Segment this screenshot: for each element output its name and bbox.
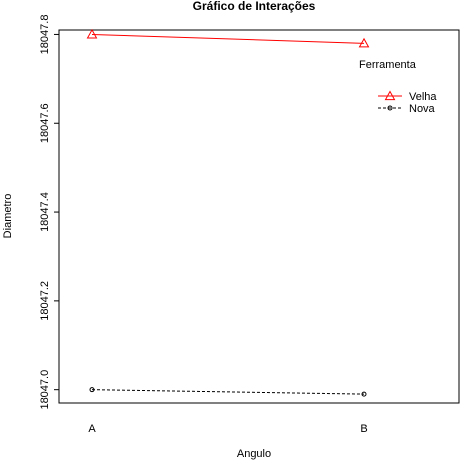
legend-marker: [384, 90, 396, 101]
legend-label: Velha: [409, 91, 437, 103]
data-point: [86, 28, 98, 39]
series-nova: [89, 387, 367, 397]
data-point: [358, 37, 370, 48]
series-layer: [86, 28, 370, 397]
y-tick-label: 18047.6: [39, 103, 51, 143]
plot-frame: [58, 29, 460, 404]
legend-title: Ferramenta: [359, 59, 417, 71]
y-axis: 18047.0 18047.2 18047.4 18047.6 18047.8: [39, 15, 59, 410]
y-tick-label: 18047.0: [39, 370, 51, 410]
y-tick-label: 18047.8: [39, 15, 51, 55]
series-line: [91, 389, 365, 395]
x-axis-label: Angulo: [237, 448, 271, 460]
series-line: [91, 33, 365, 44]
legend-marker: [387, 105, 393, 111]
y-tick-label: 18047.2: [39, 281, 51, 321]
y-tick-label: 18047.4: [39, 192, 51, 232]
x-tick-label: A: [88, 423, 96, 435]
data-point: [361, 391, 367, 397]
series-velha: [86, 28, 370, 48]
data-point: [89, 387, 95, 393]
y-axis-label: Diametro: [2, 194, 14, 239]
chart-title: Gráfico de Interações: [193, 0, 316, 13]
legend-entry: Velha: [378, 90, 437, 103]
legend-label: Nova: [409, 103, 436, 115]
x-tick-label: B: [360, 423, 367, 435]
legend-entry: Nova: [378, 103, 436, 115]
